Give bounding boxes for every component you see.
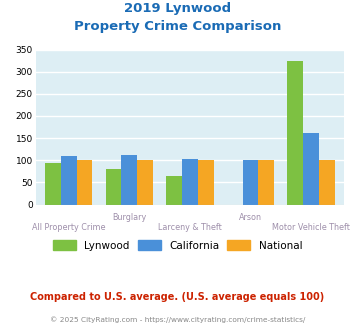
Bar <box>198 160 214 205</box>
Bar <box>45 162 61 205</box>
Bar <box>242 160 258 205</box>
Text: Arson: Arson <box>239 213 262 222</box>
Legend: Lynwood, California, National: Lynwood, California, National <box>49 236 306 255</box>
Bar <box>182 159 198 205</box>
Text: Larceny & Theft: Larceny & Theft <box>158 223 222 232</box>
Text: Burglary: Burglary <box>112 213 147 222</box>
Bar <box>106 169 121 205</box>
Bar <box>166 176 182 205</box>
Bar <box>137 160 153 205</box>
Bar <box>61 156 77 205</box>
Bar <box>303 133 319 205</box>
Text: All Property Crime: All Property Crime <box>32 223 105 232</box>
Text: 2019 Lynwood: 2019 Lynwood <box>124 2 231 15</box>
Bar <box>288 61 303 205</box>
Bar <box>77 160 92 205</box>
Bar <box>258 160 274 205</box>
Text: © 2025 CityRating.com - https://www.cityrating.com/crime-statistics/: © 2025 CityRating.com - https://www.city… <box>50 317 305 323</box>
Text: Property Crime Comparison: Property Crime Comparison <box>74 20 281 33</box>
Text: Motor Vehicle Theft: Motor Vehicle Theft <box>272 223 350 232</box>
Bar <box>121 154 137 205</box>
Text: Compared to U.S. average. (U.S. average equals 100): Compared to U.S. average. (U.S. average … <box>31 292 324 302</box>
Bar <box>319 160 335 205</box>
